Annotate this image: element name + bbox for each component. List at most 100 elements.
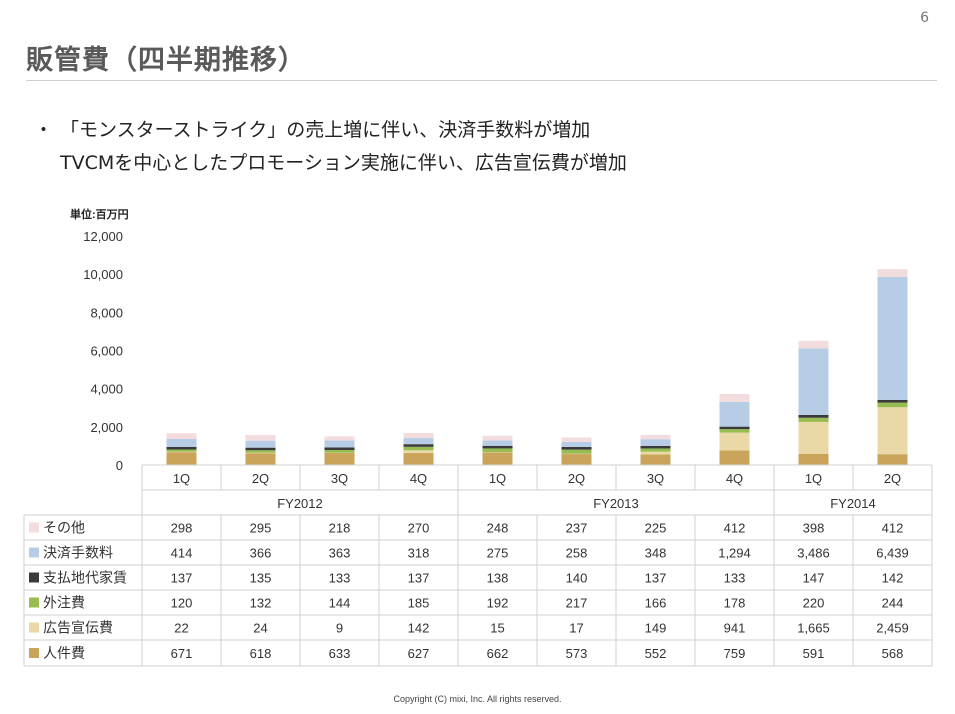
table-cell-value: 22 bbox=[174, 621, 188, 636]
table-cell-value: 363 bbox=[329, 546, 351, 561]
bar-segment bbox=[719, 429, 750, 433]
table-cell-value: 120 bbox=[171, 596, 193, 611]
table-cell-value: 220 bbox=[803, 596, 825, 611]
table-cell-value: 217 bbox=[566, 596, 588, 611]
legend-label: 決済手数料 bbox=[43, 545, 113, 561]
x-tick-label: 1Q bbox=[489, 471, 506, 486]
bar-segment bbox=[482, 452, 513, 465]
bar-segment bbox=[640, 445, 671, 449]
x-tick-label: 1Q bbox=[173, 471, 190, 486]
table-cell-value: 348 bbox=[645, 546, 667, 561]
bar-segment bbox=[482, 445, 513, 449]
table-cell-value: 178 bbox=[724, 596, 746, 611]
title-divider bbox=[26, 80, 937, 81]
bar-segment bbox=[798, 421, 829, 454]
legend-swatch bbox=[29, 547, 39, 558]
table-cell-value: 137 bbox=[645, 571, 667, 586]
y-tick-label: 8,000 bbox=[90, 305, 123, 320]
table-cell-value: 185 bbox=[408, 596, 430, 611]
table-cell-value: 24 bbox=[253, 621, 267, 636]
bar-segment bbox=[877, 402, 908, 408]
copyright-footer: Copyright (C) mixi, Inc. All rights rese… bbox=[393, 694, 562, 704]
table-cell-value: 398 bbox=[803, 521, 825, 536]
year-group-label: FY2013 bbox=[593, 496, 639, 511]
bar-segment bbox=[877, 276, 908, 400]
bullet-list: ・「モンスターストライク」の売上増に伴い、決済手数料が増加 TVCMを中心とした… bbox=[34, 114, 627, 180]
bar-segment bbox=[324, 447, 355, 451]
bar-segment bbox=[482, 435, 513, 441]
table-cell-value: 759 bbox=[724, 646, 746, 661]
bar-segment bbox=[719, 394, 750, 402]
table-cell-value: 142 bbox=[882, 571, 904, 586]
bar-segment bbox=[166, 449, 197, 452]
table-cell-value: 552 bbox=[645, 646, 667, 661]
table-cell-value: 662 bbox=[487, 646, 509, 661]
table-cell-value: 225 bbox=[645, 521, 667, 536]
bar-segment bbox=[166, 452, 197, 465]
table-cell-value: 366 bbox=[250, 546, 272, 561]
legend-swatch bbox=[29, 622, 39, 633]
slide-title: 販管費（四半期推移） bbox=[26, 45, 306, 76]
bar-segment bbox=[482, 440, 513, 446]
y-tick-label: 0 bbox=[116, 458, 123, 473]
bullet-marker: ・ bbox=[34, 119, 54, 141]
table-cell-value: 138 bbox=[487, 571, 509, 586]
bar-segment bbox=[403, 453, 434, 465]
bar-segment bbox=[403, 444, 434, 447]
table-cell-value: 218 bbox=[329, 521, 351, 536]
table-cell-value: 248 bbox=[487, 521, 509, 536]
table-cell-value: 568 bbox=[882, 646, 904, 661]
bar-segment bbox=[324, 452, 355, 465]
bar-segment bbox=[877, 407, 908, 455]
bar-segment bbox=[798, 340, 829, 349]
legend-swatch bbox=[29, 522, 39, 533]
table-cell-value: 15 bbox=[490, 621, 504, 636]
legend-label: 外注費 bbox=[43, 595, 85, 611]
table-cell-value: 412 bbox=[724, 521, 746, 536]
bar-segment bbox=[798, 417, 829, 422]
legend-swatch bbox=[29, 572, 39, 583]
bar-segment bbox=[877, 399, 908, 403]
bullet-line-2: TVCMを中心としたプロモーション実施に伴い、広告宣伝費が増加 bbox=[60, 152, 627, 174]
bar-segment bbox=[561, 437, 592, 443]
x-tick-label: 2Q bbox=[568, 471, 585, 486]
bar-segment bbox=[719, 401, 750, 427]
bar-segment bbox=[166, 446, 197, 450]
table-cell-value: 258 bbox=[566, 546, 588, 561]
bar-segment bbox=[719, 426, 750, 430]
legend-label: その他 bbox=[43, 520, 85, 536]
table-cell-value: 270 bbox=[408, 521, 430, 536]
table-cell-value: 140 bbox=[566, 571, 588, 586]
table-cell-value: 132 bbox=[250, 596, 272, 611]
bar-segment bbox=[324, 436, 355, 441]
table-cell-value: 149 bbox=[645, 621, 667, 636]
y-tick-label: 2,000 bbox=[90, 420, 123, 435]
table-cell-value: 941 bbox=[724, 621, 746, 636]
bar-segment bbox=[403, 450, 434, 454]
bar-segment bbox=[324, 450, 355, 453]
bar-segment bbox=[640, 454, 671, 465]
bar-segment bbox=[324, 440, 355, 448]
legend-label: 支払地代家賃 bbox=[43, 570, 127, 586]
bar-segment bbox=[798, 453, 829, 465]
table-cell-value: 6,439 bbox=[876, 546, 909, 561]
bar-segment bbox=[245, 447, 276, 451]
table-cell-value: 147 bbox=[803, 571, 825, 586]
bar-segment bbox=[561, 454, 592, 465]
bar-segment bbox=[719, 450, 750, 465]
bar-segment bbox=[245, 440, 276, 448]
table-cell-value: 618 bbox=[250, 646, 272, 661]
legend-swatch bbox=[29, 648, 39, 658]
page-number: 6 bbox=[920, 10, 929, 26]
x-tick-label: 3Q bbox=[647, 471, 664, 486]
table-cell-value: 9 bbox=[336, 621, 343, 636]
bar-segment bbox=[561, 446, 592, 450]
bar-segment bbox=[403, 446, 434, 451]
bar-segment bbox=[719, 432, 750, 451]
table-cell-value: 591 bbox=[803, 646, 825, 661]
table-cell-value: 244 bbox=[882, 596, 904, 611]
table-cell-value: 137 bbox=[408, 571, 430, 586]
bar-segment bbox=[403, 438, 434, 445]
x-tick-label: 4Q bbox=[726, 471, 743, 486]
y-tick-label: 6,000 bbox=[90, 344, 123, 359]
